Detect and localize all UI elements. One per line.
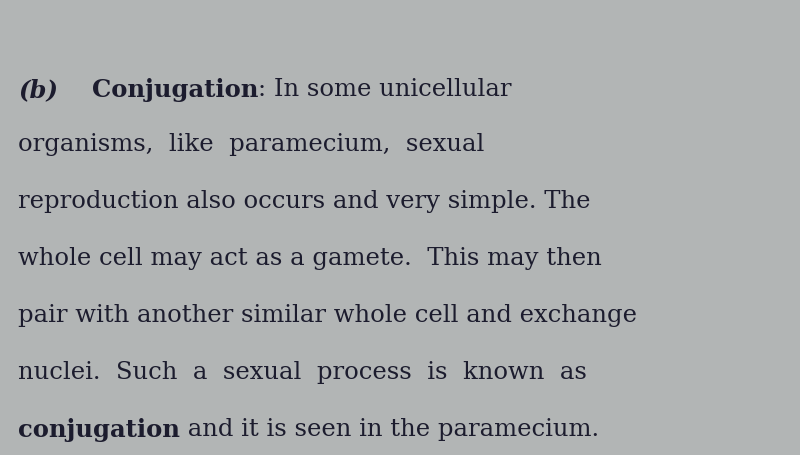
Text: and it is seen in the paramecium.: and it is seen in the paramecium. bbox=[180, 418, 599, 441]
Text: Conjugation: Conjugation bbox=[58, 78, 258, 102]
Text: conjugation: conjugation bbox=[18, 418, 180, 442]
Text: reproduction also occurs and very simple. The: reproduction also occurs and very simple… bbox=[18, 190, 590, 213]
Text: pair with another similar whole cell and exchange: pair with another similar whole cell and… bbox=[18, 304, 637, 327]
Text: nuclei.  Such  a  sexual  process  is  known  as: nuclei. Such a sexual process is known a… bbox=[18, 361, 587, 384]
Text: : In some unicellular: : In some unicellular bbox=[258, 78, 512, 101]
Text: organisms,  like  paramecium,  sexual: organisms, like paramecium, sexual bbox=[18, 133, 484, 156]
Text: whole cell may act as a gamete.  This may then: whole cell may act as a gamete. This may… bbox=[18, 247, 602, 270]
Text: (b): (b) bbox=[18, 78, 58, 102]
